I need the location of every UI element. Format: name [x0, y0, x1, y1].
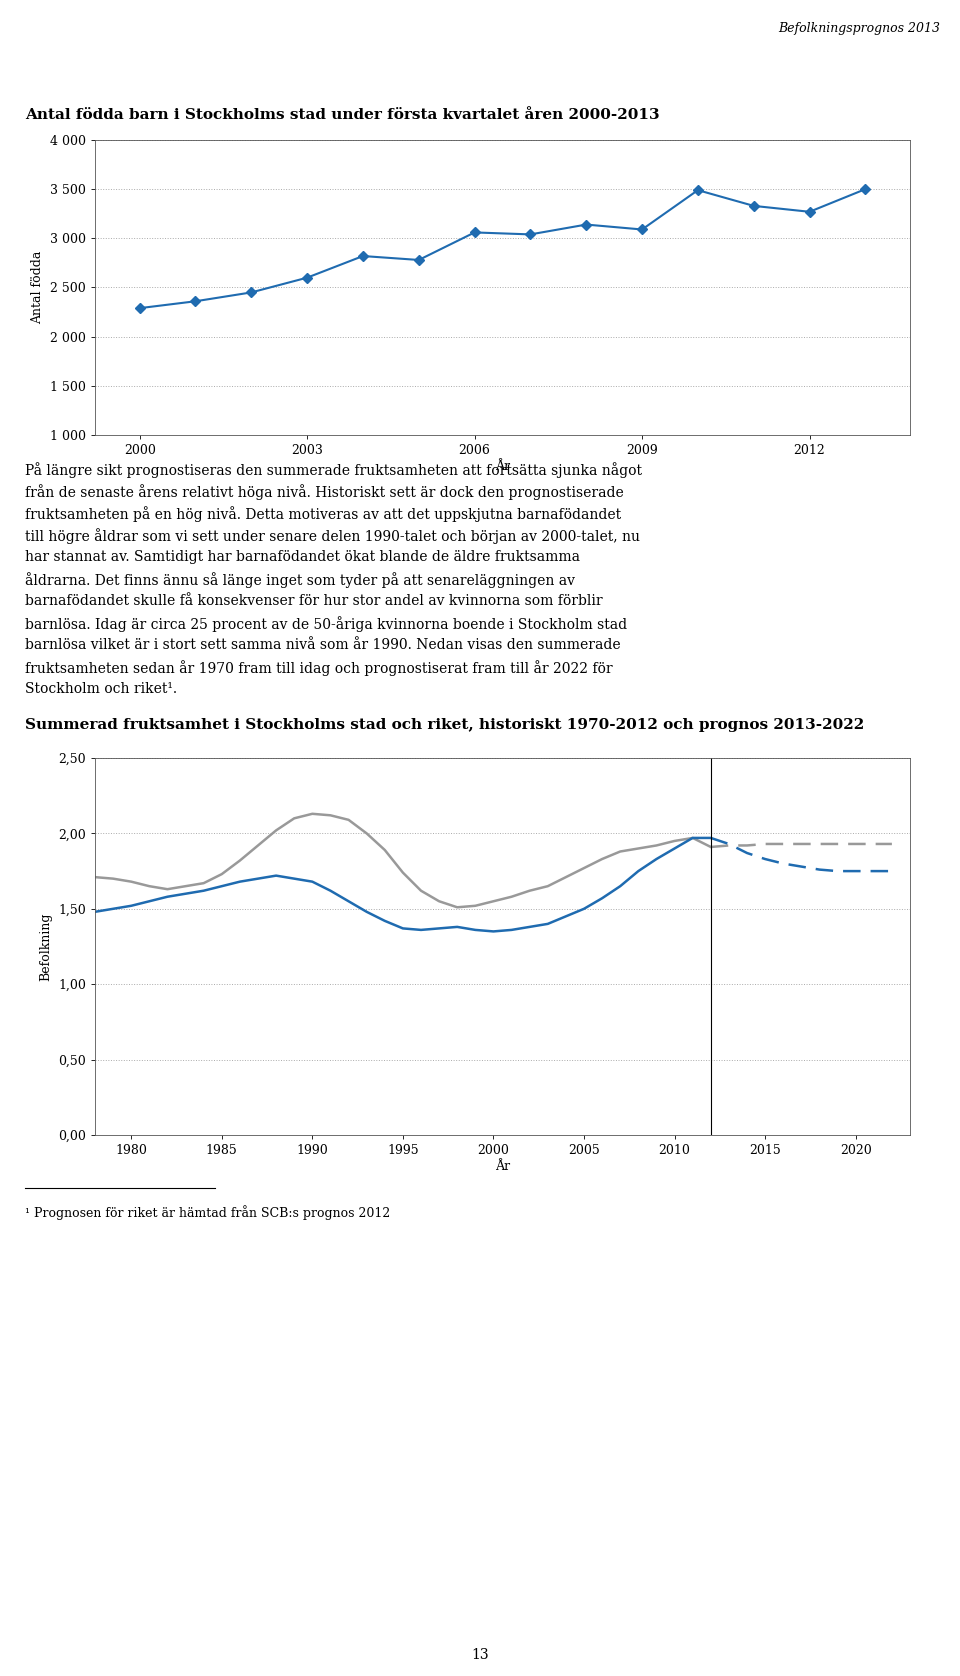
Text: barnafödandet skulle få konsekvenser för hur stor andel av kvinnorna som förblir: barnafödandet skulle få konsekvenser för…: [25, 593, 603, 608]
X-axis label: År: År: [495, 459, 510, 473]
Y-axis label: Antal födda: Antal födda: [32, 251, 44, 323]
Text: Befolkningsprognos 2013: Befolkningsprognos 2013: [778, 22, 940, 35]
Text: Summerad fruktsamhet i Stockholms stad och riket, historiskt 1970-2012 och progn: Summerad fruktsamhet i Stockholms stad o…: [25, 717, 864, 732]
Text: fruktsamheten på en hög nivå. Detta motiveras av att det uppskjutna barnafödande: fruktsamheten på en hög nivå. Detta moti…: [25, 506, 621, 521]
Text: åldrarna. Det finns ännu så länge inget som tyder på att senareläggningen av: åldrarna. Det finns ännu så länge inget …: [25, 572, 575, 588]
Y-axis label: Befolkning: Befolkning: [39, 912, 53, 980]
Text: 13: 13: [471, 1648, 489, 1663]
Text: till högre åldrar som vi sett under senare delen 1990-talet och början av 2000-t: till högre åldrar som vi sett under sena…: [25, 528, 640, 545]
Text: På längre sikt prognostiseras den summerade fruktsamheten att fortsätta sjunka n: På längre sikt prognostiseras den summer…: [25, 463, 642, 478]
Text: barnlösa. Idag är circa 25 procent av de 50-åriga kvinnorna boende i Stockholm s: barnlösa. Idag är circa 25 procent av de…: [25, 617, 627, 632]
Text: Antal födda barn i Stockholms stad under första kvartalet åren 2000-2013: Antal födda barn i Stockholms stad under…: [25, 107, 660, 122]
Text: Stockholm och riket¹.: Stockholm och riket¹.: [25, 682, 178, 696]
Text: fruktsamheten sedan år 1970 fram till idag och prognostiserat fram till år 2022 : fruktsamheten sedan år 1970 fram till id…: [25, 660, 612, 675]
X-axis label: År: År: [495, 1160, 510, 1173]
Text: barnlösa vilket är i stort sett samma nivå som år 1990. Nedan visas den summerad: barnlösa vilket är i stort sett samma ni…: [25, 639, 620, 652]
Text: från de senaste årens relativt höga nivå. Historiskt sett är dock den prognostis: från de senaste årens relativt höga nivå…: [25, 484, 624, 499]
Text: ¹ Prognosen för riket är hämtad från SCB:s prognos 2012: ¹ Prognosen för riket är hämtad från SCB…: [25, 1205, 391, 1220]
Text: har stannat av. Samtidigt har barnafödandet ökat blande de äldre fruktsamma: har stannat av. Samtidigt har barnafödan…: [25, 550, 580, 565]
